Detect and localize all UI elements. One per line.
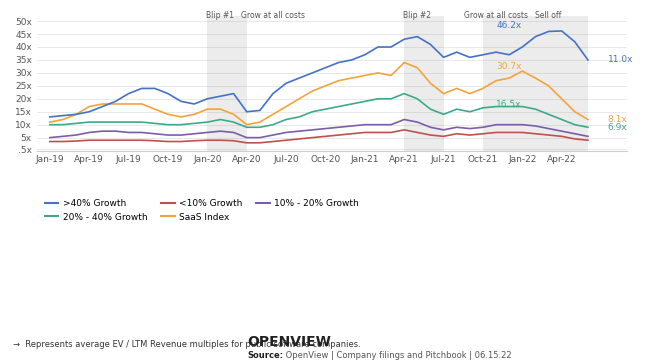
Bar — [483, 16, 522, 151]
Text: 11.0x: 11.0x — [607, 55, 633, 64]
Text: Blip #1: Blip #1 — [206, 11, 234, 20]
Text: OpenView | Company filings and Pitchbook | 06.15.22: OpenView | Company filings and Pitchbook… — [283, 351, 512, 360]
Text: 46.2x: 46.2x — [497, 21, 522, 29]
Text: Blip #2: Blip #2 — [404, 11, 432, 20]
Text: Grow at all costs: Grow at all costs — [241, 11, 305, 20]
Text: 30.7x: 30.7x — [496, 62, 521, 71]
Text: Source:: Source: — [247, 351, 283, 360]
Text: 8.1x: 8.1x — [607, 115, 628, 124]
Text: 6.9x: 6.9x — [607, 123, 628, 132]
Legend: >40% Growth, 20% - 40% Growth, <10% Growth, SaaS Index, 10% - 20% Growth: >40% Growth, 20% - 40% Growth, <10% Grow… — [41, 195, 363, 225]
Text: Grow at all costs: Grow at all costs — [464, 11, 528, 20]
Bar — [522, 16, 588, 151]
Text: 16.5x: 16.5x — [496, 100, 521, 108]
Bar — [404, 16, 443, 151]
Text: OPENVIEW: OPENVIEW — [247, 336, 331, 349]
Text: Sell off: Sell off — [535, 11, 562, 20]
Bar — [208, 16, 247, 151]
Text: →  Represents average EV / LTM Revenue multiples for public software companies.: → Represents average EV / LTM Revenue mu… — [13, 340, 361, 349]
